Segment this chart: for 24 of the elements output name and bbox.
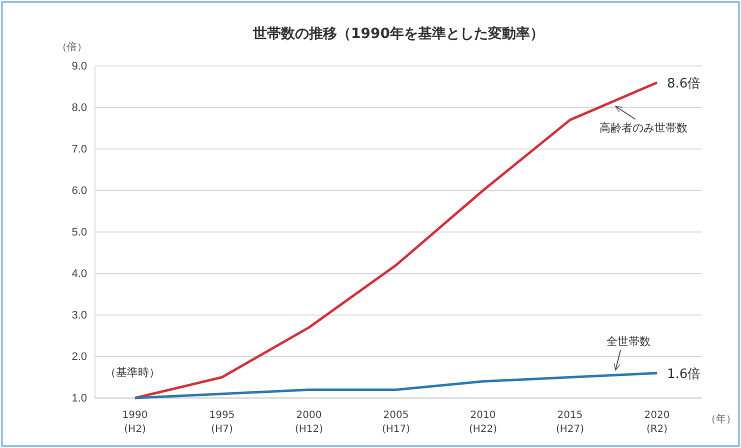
x-tick-label: 2005 (H17) [382,410,410,435]
annotation: 8.6倍 [667,76,701,92]
annotation: （基準時） [105,366,160,379]
y-tick-label: 7.0 [72,144,87,156]
chart-title: 世帯数の推移（1990年を基準とした変動率） [252,25,544,42]
annotation: 1.6倍 [667,367,701,382]
x-tick-label: 2010 (H22) [468,410,498,435]
series-label: 高齢者のみ世帯数 [600,121,688,134]
text: 全世帯数 [606,335,650,348]
y-tick-label: 3.0 [72,310,87,322]
x-tick-label: 1990 (H2) [122,410,148,435]
y-tick-label: 9.0 [72,60,87,73]
x-tick-label: 2020 (R2) [644,410,670,435]
y-tick-label: 1.0 [72,392,87,405]
y-tick-label: 2.0 [72,351,87,364]
y-axis-title: （倍） [57,41,87,53]
x-axis-title: （年） [706,413,736,425]
y-tick-label: 8.0 [72,102,87,114]
y-tick-label: 5.0 [72,226,87,239]
x-tick-label: 1995 (H7) [209,410,235,435]
x-tick-label: 2015 (H27) [556,410,584,435]
y-tick-label: 4.0 [72,268,87,280]
y-tick-label: 6.0 [72,185,87,198]
x-tick-label: 2000 (H12) [294,410,324,435]
